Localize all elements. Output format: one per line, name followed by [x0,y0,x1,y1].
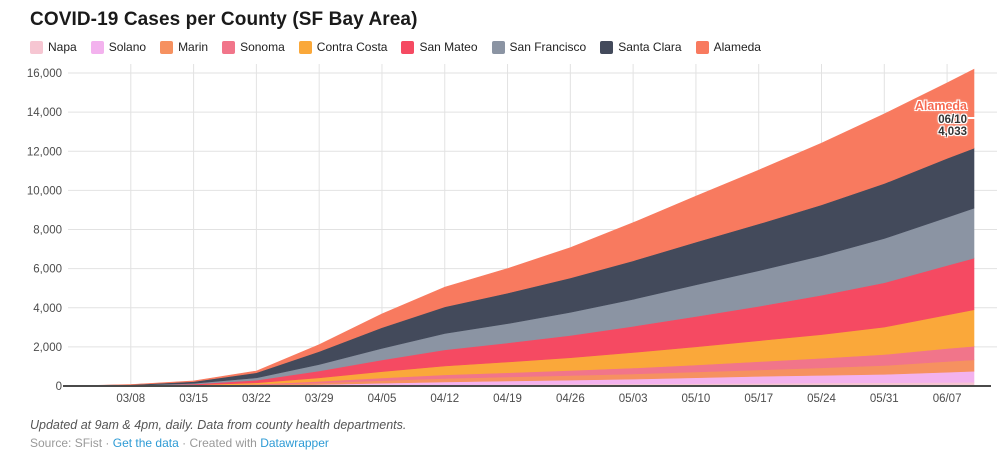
legend-item-solano: Solano [90,40,147,54]
x-tick-label: 05/17 [744,393,773,405]
legend-swatch [298,40,312,54]
x-tick-label: 04/19 [493,393,522,405]
legend-label: Alameda [713,40,761,54]
legend-item-marin: Marin [160,40,208,54]
legend-swatch [491,40,505,54]
legend-swatch [90,40,104,54]
legend-label: Napa [48,40,77,54]
created-with-label: Created with [189,436,257,450]
legend-swatch [160,40,174,54]
stacked-area-chart: 0 2,000 4,000 6,000 8,000 10,000 12,000 14,000 1… [27,64,997,405]
chart-notes: Updated at 9am & 4pm, daily. Data from c… [30,418,407,432]
legend-item-alameda: Alameda [695,40,761,54]
legend-label: Santa Clara [618,40,682,54]
x-tick-label: 03/08 [116,393,145,405]
y-tick-label: 8,000 [33,225,62,237]
legend-swatch [695,40,709,54]
y-tick-label: 10,000 [27,185,62,197]
legend-swatch [401,40,415,54]
x-tick-label: 03/29 [305,393,334,405]
area-alameda [67,68,975,387]
legend-label: Solano [108,40,147,54]
y-tick-label: 6,000 [33,264,62,276]
y-tick-label: 12,000 [27,146,62,158]
legend-item-san-mateo: San Mateo [401,40,478,54]
y-tick-label: 16,000 [27,68,62,80]
x-tick-label: 05/31 [870,393,899,405]
legend-swatch [600,40,614,54]
x-tick-label: 04/26 [556,393,585,405]
legend-label: Marin [178,40,209,54]
legend-label: San Mateo [419,40,478,54]
x-tick-label: 05/24 [807,393,836,405]
legend-item-napa: Napa [30,40,77,54]
source-line: Source: SFist · Get the data · Created w… [30,436,329,450]
x-tick-label: 03/15 [179,393,208,405]
legend-swatch [222,40,236,54]
x-tick-label: 05/03 [619,393,648,405]
y-tick-label: 0 [56,381,62,393]
separator-dot: · [182,436,187,450]
legend-item-sonoma: Sonoma [222,40,285,54]
x-tick-label: 03/22 [242,393,271,405]
legend: Napa Solano Marin Sonoma Contra Costa San Mat… [30,40,761,54]
legend-swatch [30,40,43,54]
get-the-data-link[interactable]: Get the data [112,436,179,450]
source-name: SFist [74,436,103,450]
chart-area: 0 2,000 4,000 6,000 8,000 10,000 12,000 14,000 1… [0,60,1000,412]
source-label: Source: [30,436,72,450]
x-tick-label: 06/07 [933,393,962,405]
annotation-pointer-line [968,117,992,119]
y-tick-label: 14,000 [27,107,62,119]
chart-title: COVID-19 Cases per County (SF Bay Area) [30,9,418,30]
x-tick-label: 04/05 [368,393,397,405]
y-tick-label: 2,000 [33,342,62,354]
separator-dot: · [105,436,110,450]
datawrapper-link[interactable]: Datawrapper [260,436,329,450]
legend-item-contra-costa: Contra Costa [298,40,388,54]
x-tick-label: 05/10 [682,393,711,405]
legend-label: Contra Costa [316,40,388,54]
legend-item-santa-clara: Santa Clara [600,40,682,54]
legend-label: Sonoma [240,40,285,54]
legend-item-san-francisco: San Francisco [491,40,587,54]
legend-label: San Francisco [509,40,587,54]
x-tick-label: 04/12 [430,393,459,405]
y-tick-label: 4,000 [33,303,62,315]
